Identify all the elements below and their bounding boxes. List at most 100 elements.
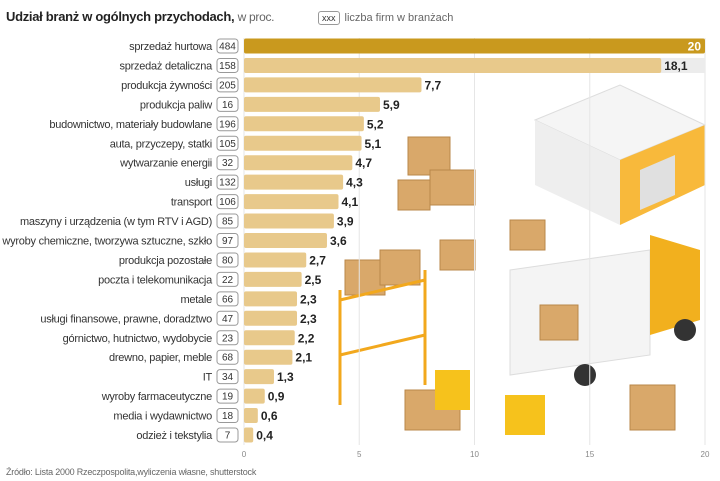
category-label: budownictwo, materiały budowlane <box>49 119 212 131</box>
category-label: drewno, papier, meble <box>109 352 212 364</box>
firm-count: 106 <box>219 197 236 208</box>
firm-count: 18 <box>222 411 234 422</box>
bar-row: sprzedaż hurtowa 484 20 <box>129 38 705 54</box>
bar-row: usługi 132 4,3 <box>185 174 363 190</box>
bar <box>244 77 422 93</box>
firm-count-box <box>216 194 239 210</box>
bar <box>244 310 298 326</box>
bar-row: metale 66 2,3 <box>180 291 317 307</box>
firm-count: 97 <box>222 236 234 247</box>
firm-count: 132 <box>219 178 236 189</box>
category-label: IT <box>203 372 213 384</box>
category-label: usługi <box>185 177 212 189</box>
shelf-icon <box>338 270 427 405</box>
bar <box>244 213 334 229</box>
bar-row: budownictwo, materiały budowlane 196 5,2 <box>49 116 384 132</box>
bar-row: sprzedaż detaliczna 158 18,1 <box>120 57 705 73</box>
firm-count: 80 <box>222 255 234 266</box>
x-tick-label: 15 <box>585 450 594 459</box>
title-unit: w proc. <box>237 10 275 24</box>
firm-count: 47 <box>222 314 234 325</box>
value-label: 18,1 <box>664 59 688 73</box>
firm-count-box <box>216 388 239 404</box>
bar-row: wyroby farmaceutyczne 19 0,9 <box>101 388 285 404</box>
firm-count: 16 <box>222 100 234 111</box>
value-label: 7,7 <box>424 78 441 92</box>
firm-count-box <box>216 252 239 268</box>
firm-count-box <box>216 291 239 307</box>
firm-count-box <box>216 116 239 132</box>
firm-count: 196 <box>219 119 236 130</box>
firm-count: 66 <box>222 294 234 305</box>
firm-count-box <box>216 155 239 171</box>
category-label: produkcja paliw <box>140 99 212 111</box>
bar <box>244 135 362 151</box>
firm-count: 23 <box>222 333 234 344</box>
bar <box>244 233 327 248</box>
category-label: metale <box>180 294 212 306</box>
category-label: wyroby chemiczne, tworzywa sztuczne, szk… <box>1 236 212 248</box>
firm-count-box <box>216 349 239 365</box>
x-tick-label: 20 <box>701 450 710 459</box>
firm-count-box <box>216 408 239 424</box>
firm-count-box <box>216 38 239 54</box>
value-label: 4,7 <box>355 156 372 170</box>
bar-row: odzież i tekstylia 7 0,4 <box>136 427 273 443</box>
bar-row: górnictwo, hutnictwo, wydobycie 23 2,2 <box>63 330 315 346</box>
bar-row: poczta i telekomunikacja 22 2,5 <box>98 271 322 287</box>
bar-row: produkcja paliw 16 5,9 <box>140 96 400 112</box>
value-label: 2,2 <box>298 331 315 345</box>
firm-count-box <box>216 330 239 346</box>
bar <box>244 408 258 424</box>
firm-count-box <box>216 135 239 151</box>
firm-count-box <box>216 233 239 248</box>
firm-count-box <box>216 310 239 326</box>
category-label: transport <box>171 197 212 209</box>
value-label: 1,3 <box>277 370 294 384</box>
bar-row: transport 106 4,1 <box>171 194 359 210</box>
legend: xxx liczba firm w branżach <box>318 11 453 25</box>
bar <box>244 291 298 307</box>
category-label: odzież i tekstylia <box>136 430 213 442</box>
firm-count: 85 <box>222 217 234 228</box>
firm-count: 484 <box>219 42 236 53</box>
firm-count: 22 <box>222 275 234 286</box>
forklift-icon <box>435 370 545 435</box>
firm-count-box <box>216 77 239 93</box>
firm-count: 19 <box>222 392 234 403</box>
firm-count: 7 <box>225 431 231 442</box>
category-label: produkcja żywności <box>121 80 212 92</box>
truck-icon <box>509 235 700 386</box>
x-tick-label: 10 <box>470 450 479 459</box>
category-label: maszyny i urządzenia (w tym RTV i AGD) <box>20 216 212 228</box>
bar-row: produkcja pozostałe 80 2,7 <box>119 252 326 268</box>
chart-title: Udział branż w ogólnych przychodach, w p… <box>6 9 274 24</box>
x-tick-label: 0 <box>242 450 247 459</box>
bar <box>244 38 705 54</box>
bar-row: usługi finansowe, prawne, doradztwo 47 2,3 <box>40 310 317 326</box>
bar-row: wytwarzanie energii 32 4,7 <box>119 155 372 171</box>
bar-row: IT 34 1,3 <box>203 369 294 385</box>
category-label: produkcja pozostałe <box>119 255 212 267</box>
x-tick-label: 5 <box>357 450 362 459</box>
category-label: górnictwo, hutnictwo, wydobycie <box>63 333 213 345</box>
warehouse-illustration <box>338 84 707 435</box>
category-label: usługi finansowe, prawne, doradztwo <box>40 313 212 325</box>
firm-count-box <box>216 427 239 443</box>
bar <box>244 388 265 404</box>
bar-row: maszyny i urządzenia (w tym RTV i AGD) 85… <box>20 213 354 229</box>
category-label: wyroby farmaceutyczne <box>101 391 212 403</box>
firm-count-box <box>216 57 239 73</box>
bar-row: drewno, papier, meble 68 2,1 <box>109 349 312 365</box>
firm-count: 105 <box>219 139 236 150</box>
category-label: sprzedaż hurtowa <box>129 41 213 53</box>
value-label: 5,1 <box>365 137 382 151</box>
value-label: 5,2 <box>367 117 384 131</box>
warehouse-icon <box>533 84 707 225</box>
bar <box>244 330 295 346</box>
firm-count-box <box>216 271 239 287</box>
boxes-icon <box>344 136 676 431</box>
value-label: 4,1 <box>342 195 359 209</box>
value-label: 2,5 <box>305 273 322 287</box>
bar <box>244 349 293 365</box>
